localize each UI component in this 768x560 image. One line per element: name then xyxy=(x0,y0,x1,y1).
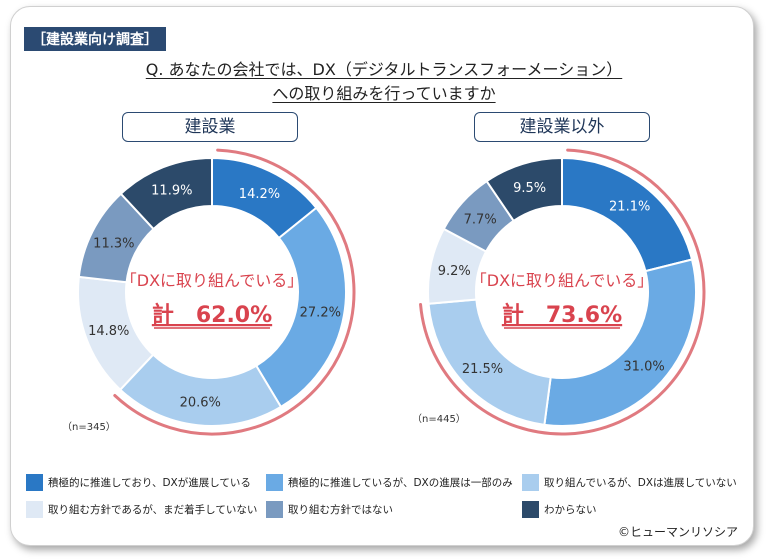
legend-swatch xyxy=(26,474,43,491)
copyright-credit: ©ヒューマンリソシア xyxy=(617,525,738,539)
legend-item: 積極的に推進しているが、DXの進展は一部のみ xyxy=(266,474,513,491)
sample-size-non-construction: （n=445） xyxy=(412,414,466,425)
legend-label: 取り組む方針であるが、まだ着手していない xyxy=(48,504,258,516)
donut-slice xyxy=(119,156,213,231)
legend-label: 取り組んでいるが、DXは進展していない xyxy=(544,477,737,489)
highlight-arc xyxy=(113,148,356,436)
center-total: 計 73.6% xyxy=(502,302,622,328)
center-label: 「DXに取り組んでいる」 xyxy=(471,271,653,290)
legend-swatch xyxy=(522,501,539,518)
legend-item: わからない xyxy=(522,501,597,518)
slice-data-label: 20.6% xyxy=(180,395,221,410)
legend-swatch xyxy=(522,474,539,491)
slice-data-label: 14.8% xyxy=(88,324,129,339)
legend-item: 取り組んでいるが、DXは進展していない xyxy=(522,474,737,491)
chart-title-construction: 建設業 xyxy=(122,112,298,142)
slice-data-label: 11.9% xyxy=(151,184,192,199)
survey-tag: ［建設業向け調査］ xyxy=(24,27,166,51)
donut-slice xyxy=(543,258,697,427)
slice-data-label: 31.0% xyxy=(623,359,664,374)
question-title-line1: Q. あなたの会社では、DX（デジタルトランスフォーメーション） xyxy=(145,60,623,79)
center-total: 計 62.0% xyxy=(152,302,272,328)
legend-swatch xyxy=(266,474,283,491)
chart-title-non-construction: 建設業以外 xyxy=(474,112,650,142)
legend-item: 取り組む方針ではない xyxy=(266,501,393,518)
sample-size-construction: （n=345） xyxy=(62,422,116,433)
center-label: 「DXに取り組んでいる」 xyxy=(121,271,303,290)
slice-data-label: 11.3% xyxy=(93,236,134,251)
legend-label: 積極的に推進しているが、DXの進展は一部のみ xyxy=(288,477,513,489)
legend-label: 取り組む方針ではない xyxy=(288,504,393,516)
question-title-line2: への取り組みを行っていますか xyxy=(272,84,496,103)
donut-slice xyxy=(485,156,563,223)
card xyxy=(10,6,754,546)
slice-data-label: 9.5% xyxy=(513,181,546,196)
legend-item: 積極的に推進しており、DXが進展している xyxy=(26,474,251,491)
slice-data-label: 14.2% xyxy=(239,187,280,202)
legend-item: 取り組む方針であるが、まだ着手していない xyxy=(26,501,257,518)
donut-slice xyxy=(561,156,694,273)
slice-data-label: 21.1% xyxy=(609,199,650,214)
legend-swatch xyxy=(26,501,43,518)
slice-data-label: 21.5% xyxy=(462,362,503,377)
slice-data-label: 7.7% xyxy=(464,212,497,227)
legend-label: 積極的に推進しており、DXが進展している xyxy=(48,477,251,489)
legend-label: わからない xyxy=(544,504,597,516)
slice-data-label: 27.2% xyxy=(300,305,341,320)
slice-data-label: 9.2% xyxy=(438,264,471,279)
highlight-arc xyxy=(419,148,706,436)
legend-swatch xyxy=(266,501,283,518)
